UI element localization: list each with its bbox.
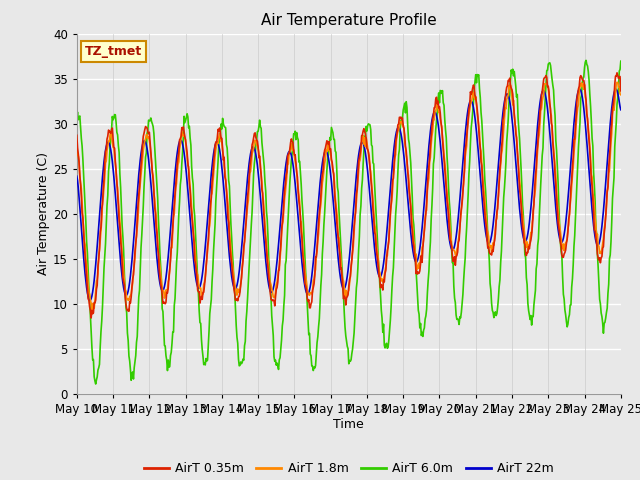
AirT 6.0m (582, 58, 590, 63)
AirT 1.8m (88, 307, 96, 313)
AirT 1.8m (568, 183, 575, 189)
AirT 0.35m (568, 177, 575, 182)
AirT 22m (448, 246, 456, 252)
Line: AirT 6.0m: AirT 6.0m (77, 60, 621, 384)
AirT 6.0m (568, 284, 575, 290)
AirT 1.8m (617, 92, 625, 97)
Line: AirT 1.8m: AirT 1.8m (77, 82, 621, 310)
AirT 6.0m (448, 245, 456, 251)
AirT 0.35m (448, 243, 456, 249)
AirT 22m (86, 298, 93, 303)
Y-axis label: Air Temperature (C): Air Temperature (C) (37, 152, 50, 275)
AirT 1.8m (613, 79, 621, 85)
AirT 0.35m (617, 88, 625, 94)
AirT 1.8m (341, 294, 349, 300)
AirT 22m (568, 148, 575, 154)
AirT 0.35m (613, 70, 621, 76)
AirT 22m (341, 284, 349, 290)
AirT 0.35m (193, 276, 201, 282)
AirT 6.0m (73, 113, 81, 119)
AirT 1.8m (394, 128, 402, 134)
AirT 6.0m (617, 58, 625, 64)
AirT 6.0m (341, 324, 349, 330)
AirT 1.8m (193, 270, 201, 276)
Text: TZ_tmet: TZ_tmet (85, 45, 142, 58)
AirT 0.35m (216, 130, 224, 135)
AirT 6.0m (193, 261, 201, 267)
Line: AirT 0.35m: AirT 0.35m (77, 73, 621, 318)
AirT 6.0m (394, 168, 402, 174)
AirT 1.8m (216, 133, 224, 139)
AirT 22m (394, 125, 402, 131)
AirT 0.35m (394, 122, 402, 128)
AirT 0.35m (341, 295, 349, 301)
AirT 22m (575, 86, 583, 92)
Title: Air Temperature Profile: Air Temperature Profile (261, 13, 436, 28)
AirT 6.0m (92, 381, 100, 387)
X-axis label: Time: Time (333, 419, 364, 432)
AirT 22m (617, 107, 625, 113)
AirT 0.35m (87, 315, 95, 321)
AirT 1.8m (448, 241, 456, 247)
AirT 22m (73, 173, 81, 179)
AirT 6.0m (216, 132, 224, 137)
AirT 22m (216, 152, 224, 157)
AirT 22m (193, 281, 201, 287)
AirT 1.8m (73, 143, 81, 149)
Line: AirT 22m: AirT 22m (77, 89, 621, 300)
Legend: AirT 0.35m, AirT 1.8m, AirT 6.0m, AirT 22m: AirT 0.35m, AirT 1.8m, AirT 6.0m, AirT 2… (139, 457, 559, 480)
AirT 0.35m (73, 132, 81, 138)
